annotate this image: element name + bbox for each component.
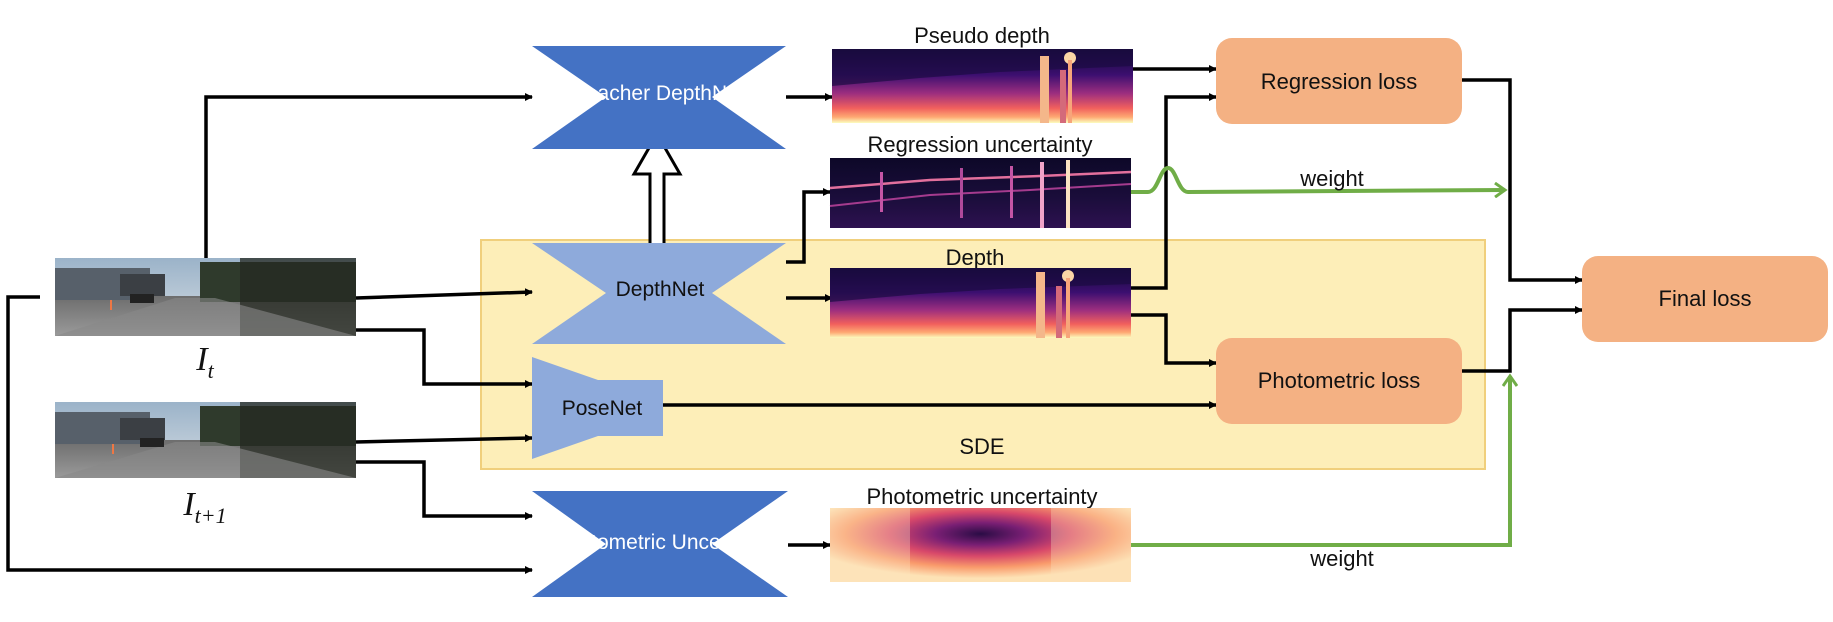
arrow-it1-to-uncertnet — [356, 460, 533, 520]
pseudo-depth-map — [832, 49, 1133, 123]
photometric-uncertnet: Photometric UncertNet — [532, 491, 788, 597]
frame-it-image — [55, 258, 356, 336]
weight-arrows — [1131, 165, 1510, 547]
photometric-uncertainty-map — [830, 508, 1131, 582]
arrow-photoloss-to-final — [1462, 306, 1583, 373]
arrow-it1-to-posenet — [355, 434, 533, 444]
final-loss-box: Final loss — [1582, 256, 1828, 342]
weight-label-bottom: weight — [1309, 546, 1374, 571]
photometric-loss-box: Photometric loss — [1216, 338, 1462, 424]
weight-arrow-regression — [1131, 165, 1505, 192]
arrow-depth-to-photoloss — [1131, 313, 1217, 367]
photometric-uncertnet-label: Photometric UncertNet — [554, 531, 767, 554]
arrow-it-to-posenet — [356, 328, 533, 388]
frame-it1-image — [55, 402, 356, 478]
arrow-loop-to-uncertnet — [6, 295, 533, 574]
final-loss-label: Final loss — [1659, 286, 1752, 311]
teacher-depthnet-label: Teacher DepthNet — [575, 82, 744, 105]
arrow-depthnet-to-reguncert — [786, 188, 831, 264]
pseudo-depth-title: Pseudo depth — [914, 23, 1050, 48]
photometric-loss-label: Photometric loss — [1258, 368, 1421, 393]
arrow-it-to-teacher — [204, 93, 533, 258]
arrow-depth-to-regloss — [1131, 93, 1217, 290]
frame-it-label: It — [195, 341, 214, 383]
depthnet-label: DepthNet — [616, 278, 705, 301]
regression-loss-box: Regression loss — [1216, 38, 1462, 124]
depth-title: Depth — [946, 245, 1005, 270]
regression-uncertainty-map — [829, 158, 1132, 228]
teacher-depthnet: Teacher DepthNet — [532, 46, 786, 149]
posenet: PoseNet — [532, 357, 663, 459]
arrow-regloss-to-final — [1462, 78, 1583, 284]
arrow-it-to-depthnet — [355, 288, 533, 300]
regression-uncertainty-title: Regression uncertainty — [867, 132, 1092, 157]
depthnet: DepthNet — [532, 243, 786, 344]
weight-label-top: weight — [1299, 166, 1364, 191]
depth-map — [830, 268, 1131, 338]
sde-label: SDE — [959, 434, 1004, 459]
weight-arrow-photometric — [1131, 376, 1510, 547]
regression-loss-label: Regression loss — [1261, 69, 1418, 94]
frame-it1-label: It+1 — [182, 486, 226, 528]
photometric-uncertainty-title: Photometric uncertainty — [866, 484, 1097, 509]
connector-arrows — [6, 65, 1583, 574]
posenet-label: PoseNet — [562, 397, 643, 420]
